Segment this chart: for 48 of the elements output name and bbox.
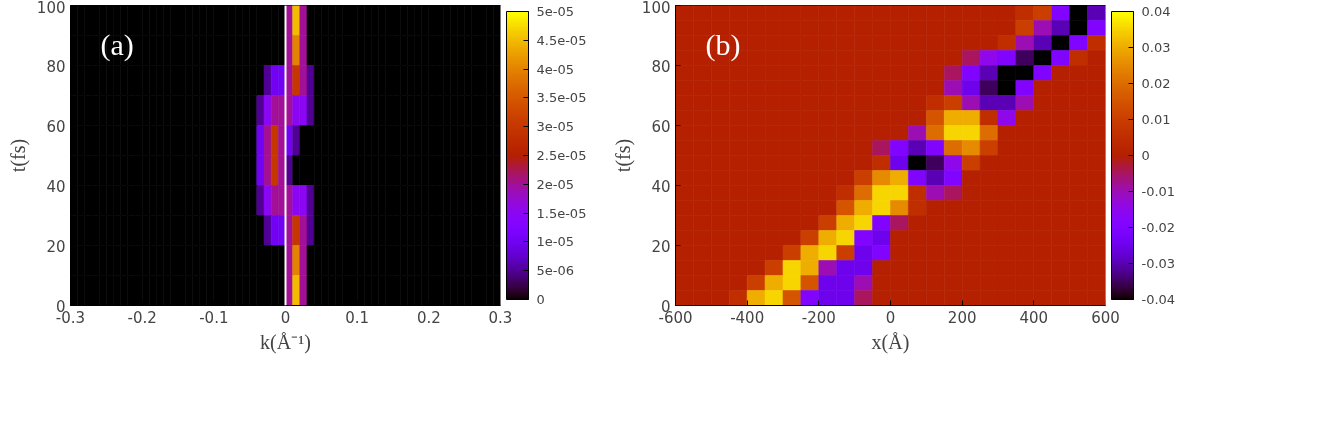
color-bar-label: 4e-05 [536,61,575,77]
color-bar-label: 0.01 [1141,112,1171,127]
color-bar-label: 5e-05 [536,4,575,19]
x-axis-title: k(Å⁻¹) [260,330,311,354]
y-tick-label: 80 [651,57,671,76]
x-tick-label: 0 [885,308,896,327]
annotation: (b) [705,27,741,62]
x-tick-label: -0.1 [199,308,229,327]
color-bar-label: 2.5e-05 [536,148,587,163]
color-bar-label: 0.02 [1141,76,1171,91]
color-bar-label: 1.5e-05 [536,205,587,221]
y-tick-label: 20 [651,237,671,256]
y-tick-label: 40 [651,177,671,196]
x-axis-title: x(Å) [871,330,910,354]
color-bar-label: 3e-05 [536,119,575,135]
x-tick-label: -200 [801,308,836,327]
y-tick-label: 80 [46,57,66,76]
x-tick-label: -0.2 [127,308,157,327]
annotation: (a) [100,27,134,62]
color-bar-label: 3.5e-05 [536,90,587,106]
color-bar-label: -0.01 [1141,184,1176,199]
color-bar-label: 4.5e-05 [536,32,587,48]
color-bar-label: -0.04 [1141,292,1176,307]
y-tick-label: 20 [46,237,66,256]
y-tick-label: 100 [36,0,66,17]
color-bar-label: 0.03 [1141,40,1171,55]
color-bar-label: 0.04 [1141,4,1171,19]
color-bar-label: 5e-06 [536,263,575,279]
x-tick-label: -400 [730,308,765,327]
x-tick-label: 0.2 [416,308,441,327]
y-tick-label: 60 [651,117,671,136]
y-axis-title: t(fs) [6,138,30,173]
color-bar-label: 0 [536,292,545,307]
x-tick-label: 0 [280,308,291,327]
x-tick-label: 0.3 [488,308,513,327]
color-bar-label: 0 [1141,148,1150,163]
y-tick-label: 60 [46,117,66,136]
color-bar-label: 1e-05 [536,234,575,250]
y-tick-label: 100 [641,0,671,17]
x-tick-label: 200 [947,308,977,327]
x-tick-label: 0.1 [345,308,370,327]
color-bar-label: 2e-05 [536,176,575,192]
x-tick-label: 400 [1019,308,1049,327]
y-axis-title: t(fs) [611,138,635,173]
color-bar-label: -0.03 [1141,256,1176,271]
color-bar-label: -0.02 [1141,220,1176,235]
x-tick-label: 600 [1091,308,1120,327]
y-tick-label: 40 [46,177,66,196]
